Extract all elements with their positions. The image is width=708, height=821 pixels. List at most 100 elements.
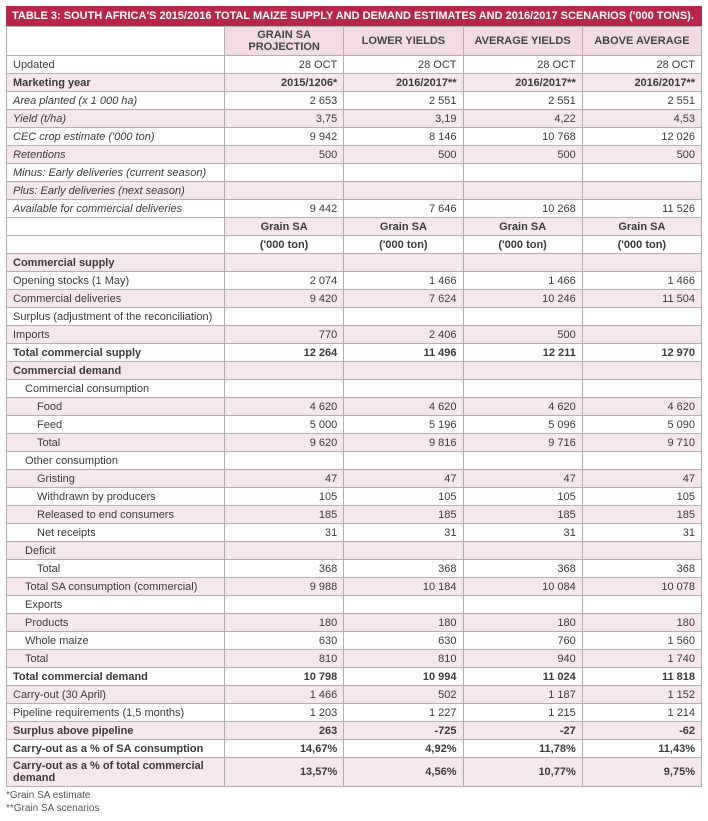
- cell: 1 214: [582, 704, 701, 722]
- table-row: Total368368368368: [7, 560, 702, 578]
- row-label: Total commercial demand: [7, 668, 225, 686]
- col-header: AVERAGE YIELDS: [463, 27, 582, 56]
- row-label: Commercial deliveries: [7, 290, 225, 308]
- cell: 9 816: [344, 434, 463, 452]
- row-label: Pipeline requirements (1,5 months): [7, 704, 225, 722]
- cell: 180: [463, 614, 582, 632]
- cell: 12 264: [225, 344, 344, 362]
- row-label: [7, 218, 225, 236]
- table-row: Surplus above pipeline263-725-27-62: [7, 722, 702, 740]
- table-row: Opening stocks (1 May)2 0741 4661 4661 4…: [7, 272, 702, 290]
- cell: 9 620: [225, 434, 344, 452]
- cell: 3,75: [225, 110, 344, 128]
- table-row: Food4 6204 6204 6204 620: [7, 398, 702, 416]
- cell: 9 942: [225, 128, 344, 146]
- cell: [225, 596, 344, 614]
- cell: [582, 164, 701, 182]
- cell: -27: [463, 722, 582, 740]
- cell: [225, 164, 344, 182]
- cell: [463, 182, 582, 200]
- cell: 2 074: [225, 272, 344, 290]
- cell: ('000 ton): [463, 236, 582, 254]
- cell: 10 184: [344, 578, 463, 596]
- cell: 10 768: [463, 128, 582, 146]
- cell: 31: [463, 524, 582, 542]
- row-label: Total: [7, 560, 225, 578]
- table-row: Net receipts31313131: [7, 524, 702, 542]
- table-row: Carry-out as a % of SA consumption14,67%…: [7, 740, 702, 758]
- cell: [463, 542, 582, 560]
- cell: 760: [463, 632, 582, 650]
- cell: [344, 254, 463, 272]
- footnotes: *Grain SA estimate **Grain SA scenarios: [6, 789, 702, 815]
- cell: 368: [463, 560, 582, 578]
- maize-table: GRAIN SA PROJECTION LOWER YIELDS AVERAGE…: [6, 26, 702, 787]
- cell: 810: [225, 650, 344, 668]
- row-label: Total commercial supply: [7, 344, 225, 362]
- cell: [582, 542, 701, 560]
- table-row: Retentions500500500500: [7, 146, 702, 164]
- row-label: Total: [7, 650, 225, 668]
- cell: 368: [582, 560, 701, 578]
- cell: [582, 380, 701, 398]
- cell: 31: [582, 524, 701, 542]
- cell: [344, 380, 463, 398]
- cell: 11 024: [463, 668, 582, 686]
- cell: 31: [344, 524, 463, 542]
- row-label: Total: [7, 434, 225, 452]
- row-label: Area planted (x 1 000 ha): [7, 92, 225, 110]
- cell: 4 620: [225, 398, 344, 416]
- cell: 1 152: [582, 686, 701, 704]
- table-row: Commercial supply: [7, 254, 702, 272]
- cell: [582, 326, 701, 344]
- table-row: Commercial demand: [7, 362, 702, 380]
- cell: [463, 596, 582, 614]
- cell: 12 970: [582, 344, 701, 362]
- row-label: Minus: Early deliveries (current season): [7, 164, 225, 182]
- cell: 1 466: [463, 272, 582, 290]
- row-label: Surplus (adjustment of the reconciliatio…: [7, 308, 225, 326]
- cell: [463, 362, 582, 380]
- cell: 1 203: [225, 704, 344, 722]
- cell: 4,56%: [344, 758, 463, 787]
- cell: 2016/2017**: [582, 74, 701, 92]
- col-header: GRAIN SA PROJECTION: [225, 27, 344, 56]
- cell: 28 OCT: [225, 56, 344, 74]
- cell: 368: [344, 560, 463, 578]
- cell: 11 818: [582, 668, 701, 686]
- cell: 28 OCT: [463, 56, 582, 74]
- table-row: Total commercial supply12 26411 49612 21…: [7, 344, 702, 362]
- cell: 500: [463, 146, 582, 164]
- cell: 4 620: [344, 398, 463, 416]
- cell: Grain SA: [225, 218, 344, 236]
- cell: Grain SA: [582, 218, 701, 236]
- table-row: Commercial deliveries9 4207 62410 24611 …: [7, 290, 702, 308]
- cell: [582, 182, 701, 200]
- row-label: Updated: [7, 56, 225, 74]
- cell: 940: [463, 650, 582, 668]
- row-label: CEC crop estimate ('000 ton): [7, 128, 225, 146]
- row-label: Commercial demand: [7, 362, 225, 380]
- cell: [344, 362, 463, 380]
- row-label: Available for commercial deliveries: [7, 200, 225, 218]
- cell: ('000 ton): [344, 236, 463, 254]
- cell: [582, 452, 701, 470]
- cell: 105: [463, 488, 582, 506]
- cell: [344, 452, 463, 470]
- cell: 9 710: [582, 434, 701, 452]
- table-row: Pipeline requirements (1,5 months)1 203 1…: [7, 704, 702, 722]
- cell: 4 620: [582, 398, 701, 416]
- cell: 180: [344, 614, 463, 632]
- table-row: Products180180180180: [7, 614, 702, 632]
- row-label: Yield (t/ha): [7, 110, 225, 128]
- cell: [344, 542, 463, 560]
- cell: [225, 182, 344, 200]
- cell: [582, 362, 701, 380]
- row-label: Plus: Early deliveries (next season): [7, 182, 225, 200]
- cell: 4 620: [463, 398, 582, 416]
- table-title: TABLE 3: SOUTH AFRICA'S 2015/2016 TOTAL …: [6, 6, 702, 26]
- cell: [344, 182, 463, 200]
- table-row: Total commercial demand10 79810 99411 02…: [7, 668, 702, 686]
- cell: 2016/2017**: [344, 74, 463, 92]
- cell: [463, 164, 582, 182]
